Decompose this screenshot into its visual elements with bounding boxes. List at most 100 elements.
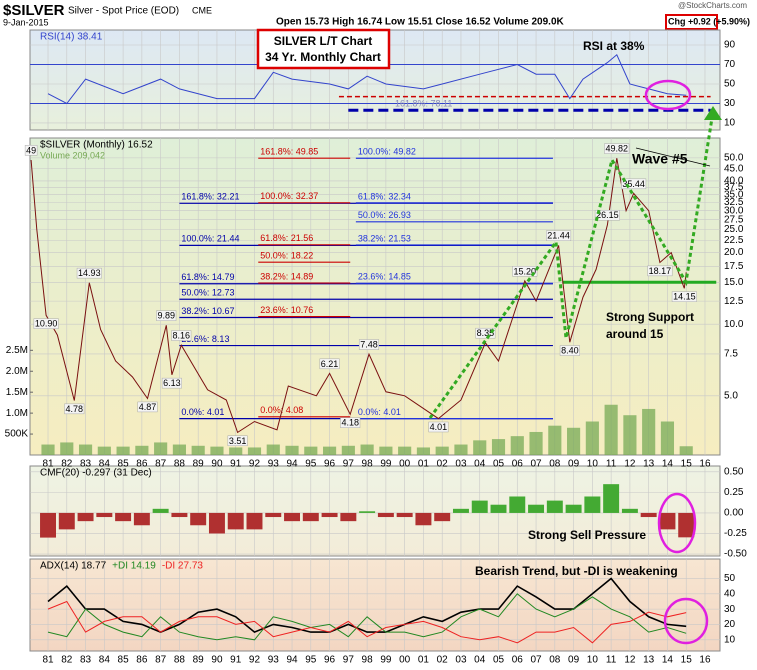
x-tick-label: 87 (155, 459, 167, 470)
value-label: 8.40 (561, 346, 579, 356)
x-tick-label: 93 (268, 459, 280, 470)
bar (302, 512, 319, 522)
y2-tick-label: 1.0M (6, 408, 28, 419)
bar (509, 496, 526, 513)
value-label: 4.87 (139, 402, 157, 412)
bar (152, 508, 169, 513)
y-tick-label: 25.0 (724, 224, 744, 235)
volume-bar (548, 425, 562, 455)
y-tick-label: 30 (724, 604, 736, 615)
series-line (47, 600, 687, 644)
y-tick-label: 10 (724, 634, 736, 645)
y-tick-label: 40 (724, 588, 736, 599)
x-tick-label: 13 (643, 655, 655, 666)
x-tick-label: 82 (61, 459, 73, 470)
volume-bar (78, 444, 93, 455)
value-label-box (559, 345, 580, 356)
x-tick-label: 88 (174, 655, 186, 666)
y-tick-label: 50.0 (724, 153, 744, 164)
wave-arrow (704, 106, 722, 120)
instrument-name: Silver - Spot Price (EOD) (68, 6, 179, 17)
y-tick-label: 90 (724, 40, 736, 51)
x-tick-label: 10 (587, 459, 599, 470)
y-tick-label: 30 (724, 98, 736, 109)
volume-bar (60, 442, 74, 455)
volume-bar (529, 431, 543, 455)
bar (640, 512, 657, 518)
annotation: around 15 (606, 327, 664, 341)
x-tick-label: 93 (268, 655, 280, 666)
x-tick-label: 08 (549, 655, 561, 666)
wave-lines (428, 117, 714, 419)
volume-bar (379, 446, 393, 455)
x-tick-label: 15 (681, 655, 693, 666)
value-label: 9.89 (158, 311, 176, 321)
y-tick-label: 50 (724, 79, 736, 90)
x-tick-label: 92 (249, 459, 261, 470)
y-tick-label: 40.0 (724, 176, 744, 187)
annotation: Strong Support (606, 310, 694, 324)
bar (246, 512, 263, 530)
wave-line (428, 117, 714, 419)
x-tick-label: 00 (399, 459, 411, 470)
annotation: Wave #5 (632, 151, 688, 167)
x-tick-label: 98 (362, 655, 374, 666)
x-tick-label: 94 (286, 655, 298, 666)
bar (58, 512, 75, 530)
value-label-box (621, 178, 647, 190)
value-label: 18.17 (649, 266, 672, 276)
value-label-box (227, 435, 248, 447)
y-tick-label: 35.0 (724, 189, 744, 200)
bar (584, 496, 601, 513)
y-tick-label: 10 (724, 118, 736, 129)
bar (603, 484, 620, 513)
y2-tick-label: 1.5M (6, 387, 28, 398)
y-tick-label: 32.5 (724, 197, 744, 208)
value-label: 21.44 (547, 231, 570, 241)
fib-label: 161.8%: 49.85 (260, 147, 318, 157)
x-tick-label: 02 (437, 459, 449, 470)
x-tick-label: 01 (418, 459, 430, 470)
x-tick-label: 83 (80, 459, 92, 470)
y2-tick-label: 2.0M (6, 366, 28, 377)
x-tick-label: 98 (362, 459, 374, 470)
value-label-box (64, 403, 85, 415)
annotation: Strong Sell Pressure (528, 528, 646, 542)
y-tick-label: 20 (724, 619, 736, 630)
value-label: 3.51 (229, 436, 247, 446)
symbol: $SILVER (3, 2, 65, 19)
y-tick-label: -0.25 (724, 528, 747, 539)
x-tick-label: 86 (136, 655, 148, 666)
value-label-box (76, 267, 102, 279)
y-tick-label: 50 (724, 573, 736, 584)
volume-bar (135, 445, 149, 455)
x-tick-label: 88 (174, 459, 186, 470)
volume-bar (491, 439, 506, 455)
bar (621, 508, 638, 513)
y-tick-label: 17.5 (724, 261, 744, 272)
x-tick-label: 86 (136, 459, 148, 470)
x-tick-label: 07 (530, 655, 542, 666)
x-tick-label: 11 (606, 655, 617, 666)
x-tick-label: 09 (568, 459, 580, 470)
volume-bar (172, 444, 186, 455)
x-tick-label: 89 (193, 655, 205, 666)
value-label: 26.15 (596, 210, 619, 220)
value-label-box (604, 143, 630, 154)
bar (471, 500, 488, 513)
volume-bar (567, 427, 581, 455)
x-tick-label: 04 (474, 655, 486, 666)
value-label: 4.18 (341, 418, 359, 428)
y-tick-label: 37.5 (724, 182, 744, 193)
bar (190, 512, 207, 526)
bar (359, 511, 376, 513)
value-label-box (137, 401, 158, 413)
x-tick-label: 83 (80, 655, 92, 666)
bar (284, 512, 301, 522)
value-label: 35.44 (622, 179, 645, 189)
title-box-line: 34 Yr. Monthly Chart (265, 50, 381, 64)
volume-bar (41, 444, 55, 455)
y-tick-label: 70 (724, 59, 736, 70)
x-tick-label: 90 (211, 655, 223, 666)
